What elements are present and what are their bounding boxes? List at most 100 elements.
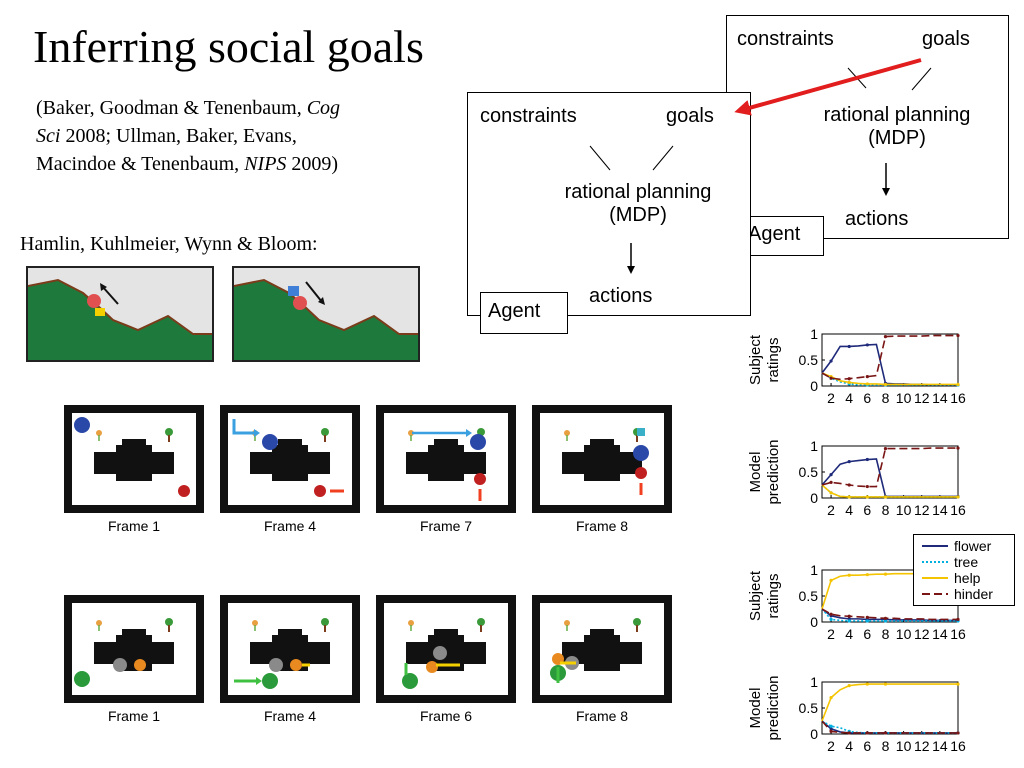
wall-stub	[434, 439, 458, 457]
data-point-flower	[865, 457, 869, 462]
frame-panel-bottom-3: Frame 6	[376, 595, 516, 724]
data-point-hinder	[829, 480, 833, 484]
page-title: Inferring social goals	[33, 21, 424, 72]
citation-part-2: 2008; Ullman, Baker, Evans,	[60, 125, 297, 147]
wall-stub	[590, 629, 614, 647]
y-axis-label-line2: prediction	[765, 439, 782, 504]
red-agent-icon	[314, 485, 326, 497]
y-tick-label: 1	[810, 438, 818, 454]
orange-object-icon	[134, 659, 146, 671]
wall-stub	[590, 651, 614, 669]
legend-label: tree	[954, 554, 978, 570]
wall-stub	[278, 461, 302, 479]
goal-inference-arrow	[734, 58, 922, 116]
back-goals-connector	[911, 67, 932, 91]
frame-panel-top-4: Frame 8	[532, 405, 672, 534]
data-point-help	[865, 682, 869, 686]
front-goals-connector	[652, 145, 674, 171]
cross-gap	[122, 479, 146, 505]
y-axis-label-line2: ratings	[765, 573, 782, 618]
data-point-flower	[847, 344, 851, 349]
wall-stub	[590, 461, 614, 479]
y-tick-label: 1	[810, 674, 818, 690]
data-point-help	[847, 573, 851, 577]
data-point-help	[829, 696, 833, 700]
cross-gap	[434, 479, 458, 505]
data-point-help	[865, 573, 869, 577]
data-point-help	[847, 684, 851, 688]
data-point-tree	[847, 619, 851, 623]
x-tick-label: 4	[845, 626, 853, 642]
x-tick-label: 16	[950, 502, 966, 518]
wall-stub	[278, 439, 302, 457]
cross-gap	[174, 642, 196, 664]
agent-diagram-front: constraints goals rational planning (MDP…	[467, 92, 751, 316]
data-point-help	[883, 572, 888, 576]
data-point-hinder	[883, 616, 888, 620]
grey-agent-icon	[113, 658, 127, 672]
x-tick-label: 8	[882, 738, 890, 754]
legend-item-flower: flower	[922, 538, 992, 554]
tree-icon	[477, 618, 485, 626]
frame-caption: Frame 1	[108, 708, 160, 724]
y-tick-label: 0.5	[799, 588, 819, 604]
cross-gap	[642, 642, 664, 664]
flower-icon	[564, 620, 570, 626]
x-tick-label: 14	[932, 626, 948, 642]
frame-panel-top-1: Frame 1	[64, 405, 204, 534]
cross-gap	[590, 413, 614, 439]
x-tick-label: 4	[845, 390, 853, 406]
data-point-tree	[829, 724, 833, 728]
diagram-connectors	[589, 58, 932, 274]
data-point-hinder	[956, 731, 960, 735]
series-line-hinder	[821, 447, 958, 488]
orange-object-icon	[290, 659, 302, 671]
front-planning-line1: rational planning	[564, 181, 712, 203]
frame-caption: Frame 4	[264, 518, 316, 534]
blue-agent-icon	[633, 445, 649, 461]
data-point-help	[847, 380, 851, 384]
tree-icon	[165, 618, 173, 626]
data-point-tree	[829, 617, 833, 621]
red-agent-icon	[178, 485, 190, 497]
data-point-help	[847, 495, 851, 499]
y-tick-label: 0	[810, 614, 818, 630]
wall-stub	[122, 461, 146, 479]
data-point-help	[956, 382, 960, 387]
cross-gap	[278, 479, 302, 505]
data-point-help	[956, 682, 960, 686]
x-tick-label: 2	[827, 626, 835, 642]
series-line-help	[821, 683, 958, 722]
x-tick-label: 6	[863, 626, 871, 642]
green-agent-icon	[74, 671, 90, 687]
series-line-hinder	[821, 334, 958, 381]
citation-part: (Baker, Goodman & Tenenbaum,	[36, 97, 307, 119]
cross-gap	[278, 603, 302, 629]
data-point-hinder	[865, 484, 869, 489]
data-point-hinder	[847, 483, 851, 487]
data-point-hinder	[829, 376, 833, 380]
cross-gap	[486, 642, 508, 664]
cross-gap	[174, 452, 196, 474]
x-tick-label: 12	[914, 502, 930, 518]
hill-photo-1	[26, 266, 214, 362]
y-axis-label-line1: Model	[747, 452, 764, 493]
data-point-hinder	[865, 731, 869, 735]
back-planning-label: rational planning (MDP)	[797, 104, 997, 150]
frame-caption: Frame 8	[576, 708, 628, 724]
blue-agent-icon	[262, 434, 278, 450]
legend-item-help: help	[922, 570, 981, 586]
cross-gap	[72, 642, 94, 664]
x-tick-label: 14	[932, 390, 948, 406]
gridworld-frames: Frame 1 Frame 4 Frame 7 Frame 8 Frame 1 Frame…	[64, 405, 672, 724]
x-tick-label: 8	[882, 626, 890, 642]
x-tick-label: 16	[950, 738, 966, 754]
flower-icon	[96, 620, 102, 626]
data-point-hinder	[956, 446, 960, 450]
x-tick-label: 14	[932, 738, 948, 754]
x-tick-label: 16	[950, 626, 966, 642]
cross-gap	[72, 452, 94, 474]
x-tick-label: 4	[845, 738, 853, 754]
